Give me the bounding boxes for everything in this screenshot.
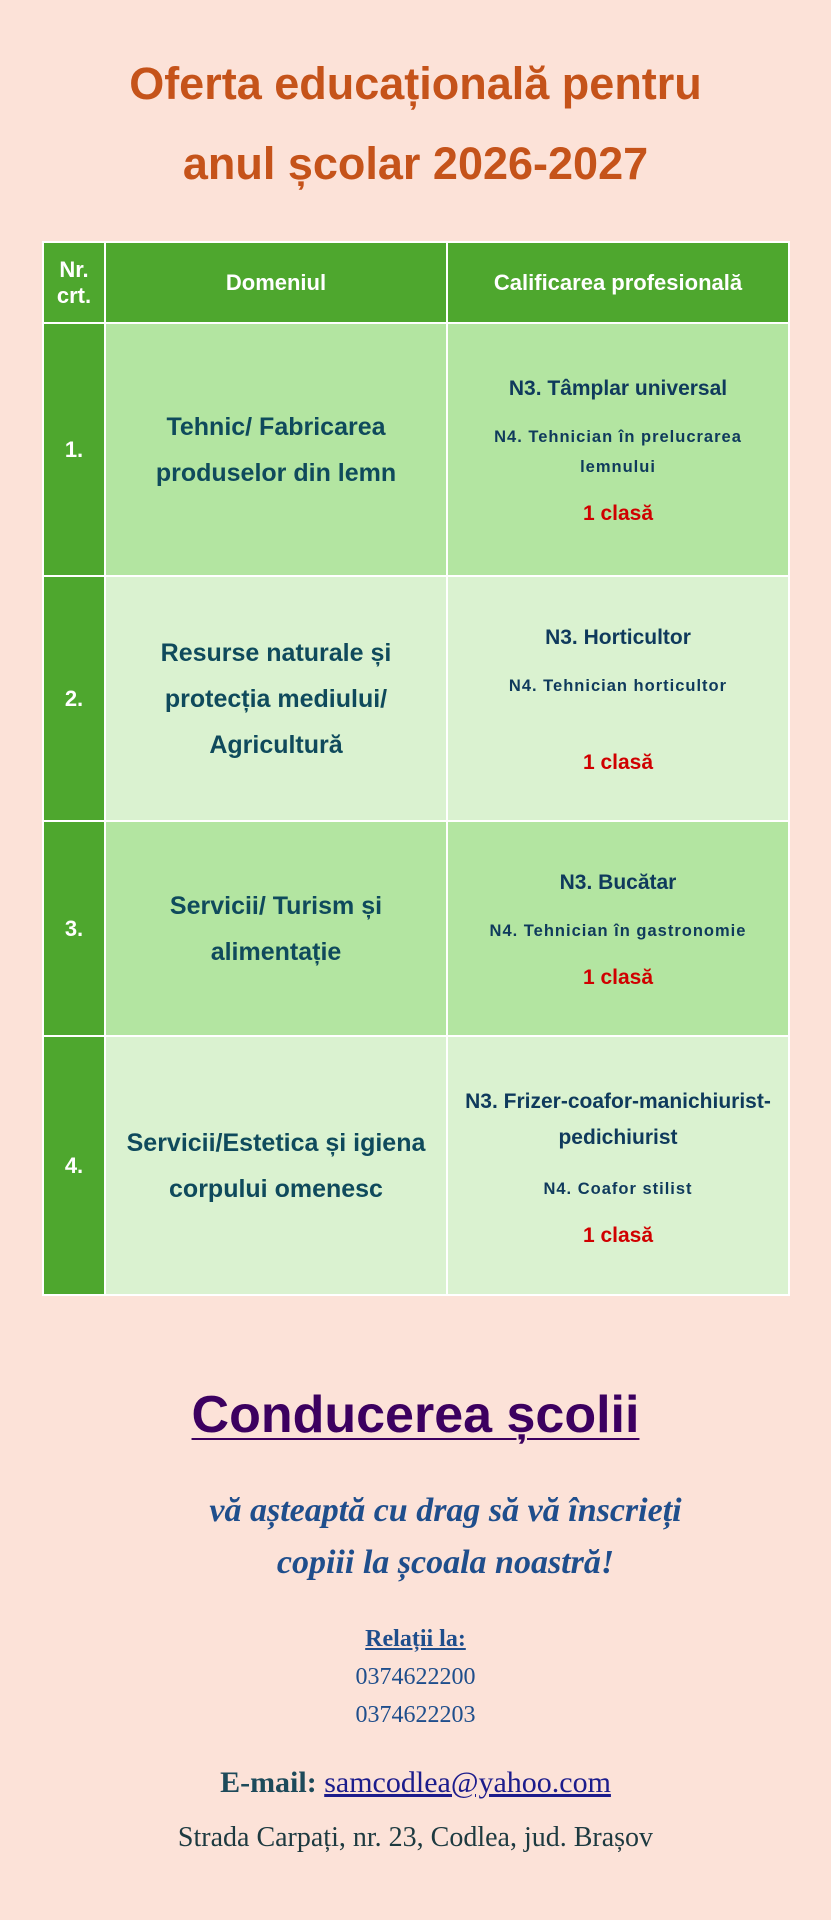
header-nr-line2: crt. [56,282,92,308]
email-label: E-mail: [220,1766,317,1799]
qualification-n3: N3. Tâmplar universal [508,376,728,400]
class-count: 1 clasă [582,1223,654,1247]
email-link[interactable]: samcodlea@yahoo.com [324,1766,611,1799]
row-number: 3. [42,820,106,1037]
invitation-text: vă așteaptă cu drag să vă înscrieți copi… [30,1485,831,1589]
row-domain: Servicii/Estetica și igiena corpului ome… [104,1035,448,1296]
title-line-2: anul școlar 2026-2027 [182,138,649,189]
header-domain: Domeniul [104,241,448,324]
email-line: E-mail: samcodlea@yahoo.com [0,1766,831,1800]
qualification-n4: N4. Coafor stilist [543,1179,693,1198]
page-title: Oferta educațională pentru anul școlar 2… [0,44,831,204]
qualification-n3: N3. Bucătar [559,870,677,894]
invitation-line-2: copiii la școala noastră! [276,1544,615,1581]
row-domain: Servicii/ Turism și alimentație [104,820,448,1037]
table-header-row: Nr. crt. Domeniul Calificarea profesional… [42,241,790,324]
school-management-heading: Conducerea școlii [0,1385,831,1445]
phone-2: 0374622203 [355,1702,476,1728]
row-domain: Tehnic/ Fabricarea produselor din lemn [104,322,448,577]
class-count: 1 clasă [582,501,654,525]
heading-text: Conducerea școlii [191,1386,640,1444]
row-qualification: N3. Horticultor N4. Tehnician horticulto… [446,575,790,822]
row-qualification: N3. Bucătar N4. Tehnician în gastronomie… [446,820,790,1037]
contact-block: Relații la: 0374622200 0374622203 [0,1620,831,1734]
qualification-n3: N3. Horticultor [545,625,691,649]
table-row: 4. Servicii/Estetica și igiena corpului … [42,1035,790,1296]
header-nr: Nr. crt. [42,241,106,324]
qualification-n4: N4. Tehnician în prelucrarea lemnului [494,427,742,476]
qualification-n4: N4. Tehnician horticultor [508,676,728,695]
phone-1: 0374622200 [355,1664,476,1690]
row-number: 2. [42,575,106,822]
row-number: 4. [42,1035,106,1296]
offer-table: Nr. crt. Domeniul Calificarea profesional… [42,241,790,1296]
header-qualification: Calificarea profesională [446,241,790,324]
class-count: 1 clasă [582,965,654,989]
header-nr-line1: Nr. [59,256,89,282]
relations-label: Relații la: [365,1626,466,1652]
table-row: 1. Tehnic/ Fabricarea produselor din lem… [42,322,790,577]
qualification-n3: N3. Frizer-coafor-manichiurist-pedichiur… [465,1089,771,1149]
title-line-1: Oferta educațională pentru [129,58,702,109]
address: Strada Carpați, nr. 23, Codlea, jud. Bra… [177,1822,654,1853]
table-row: 3. Servicii/ Turism și alimentație N3. B… [42,820,790,1037]
qualification-n4: N4. Tehnician în gastronomie [489,921,747,940]
row-qualification: N3. Tâmplar universal N4. Tehnician în p… [446,322,790,577]
class-count: 1 clasă [582,750,654,774]
table-row: 2. Resurse naturale și protecția mediulu… [42,575,790,822]
row-number: 1. [42,322,106,577]
row-domain: Resurse naturale și protecția mediului/ … [104,575,448,822]
row-qualification: N3. Frizer-coafor-manichiurist-pedichiur… [446,1035,790,1296]
invitation-line-1: vă așteaptă cu drag să vă înscrieți [209,1492,682,1529]
